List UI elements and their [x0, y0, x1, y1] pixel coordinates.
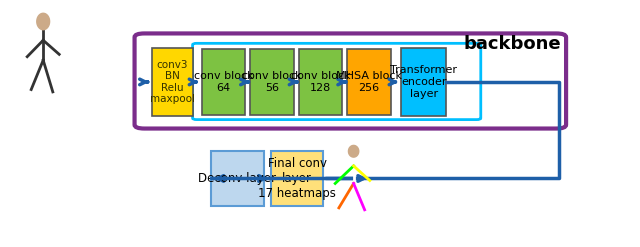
FancyBboxPatch shape	[401, 48, 446, 116]
Text: conv block
128: conv block 128	[291, 71, 350, 93]
Text: conv3
BN
Relu
maxpool: conv3 BN Relu maxpool	[150, 60, 195, 104]
FancyBboxPatch shape	[271, 151, 323, 206]
FancyBboxPatch shape	[211, 151, 264, 206]
Polygon shape	[348, 145, 359, 157]
Text: backbone: backbone	[463, 35, 561, 53]
FancyBboxPatch shape	[299, 49, 342, 115]
Polygon shape	[37, 13, 50, 30]
Text: Deconv layer: Deconv layer	[198, 172, 276, 185]
Text: MHSA block
256: MHSA block 256	[336, 71, 402, 93]
FancyBboxPatch shape	[134, 33, 566, 128]
Text: conv block
56: conv block 56	[242, 71, 302, 93]
Text: Final conv
layer
17 heatmaps: Final conv layer 17 heatmaps	[258, 157, 336, 200]
FancyBboxPatch shape	[202, 49, 245, 115]
FancyBboxPatch shape	[250, 49, 294, 115]
Text: conv block
64: conv block 64	[193, 71, 253, 93]
Text: Transformer
encoder
layer: Transformer encoder layer	[390, 65, 457, 99]
FancyBboxPatch shape	[348, 49, 391, 115]
FancyBboxPatch shape	[152, 48, 193, 116]
